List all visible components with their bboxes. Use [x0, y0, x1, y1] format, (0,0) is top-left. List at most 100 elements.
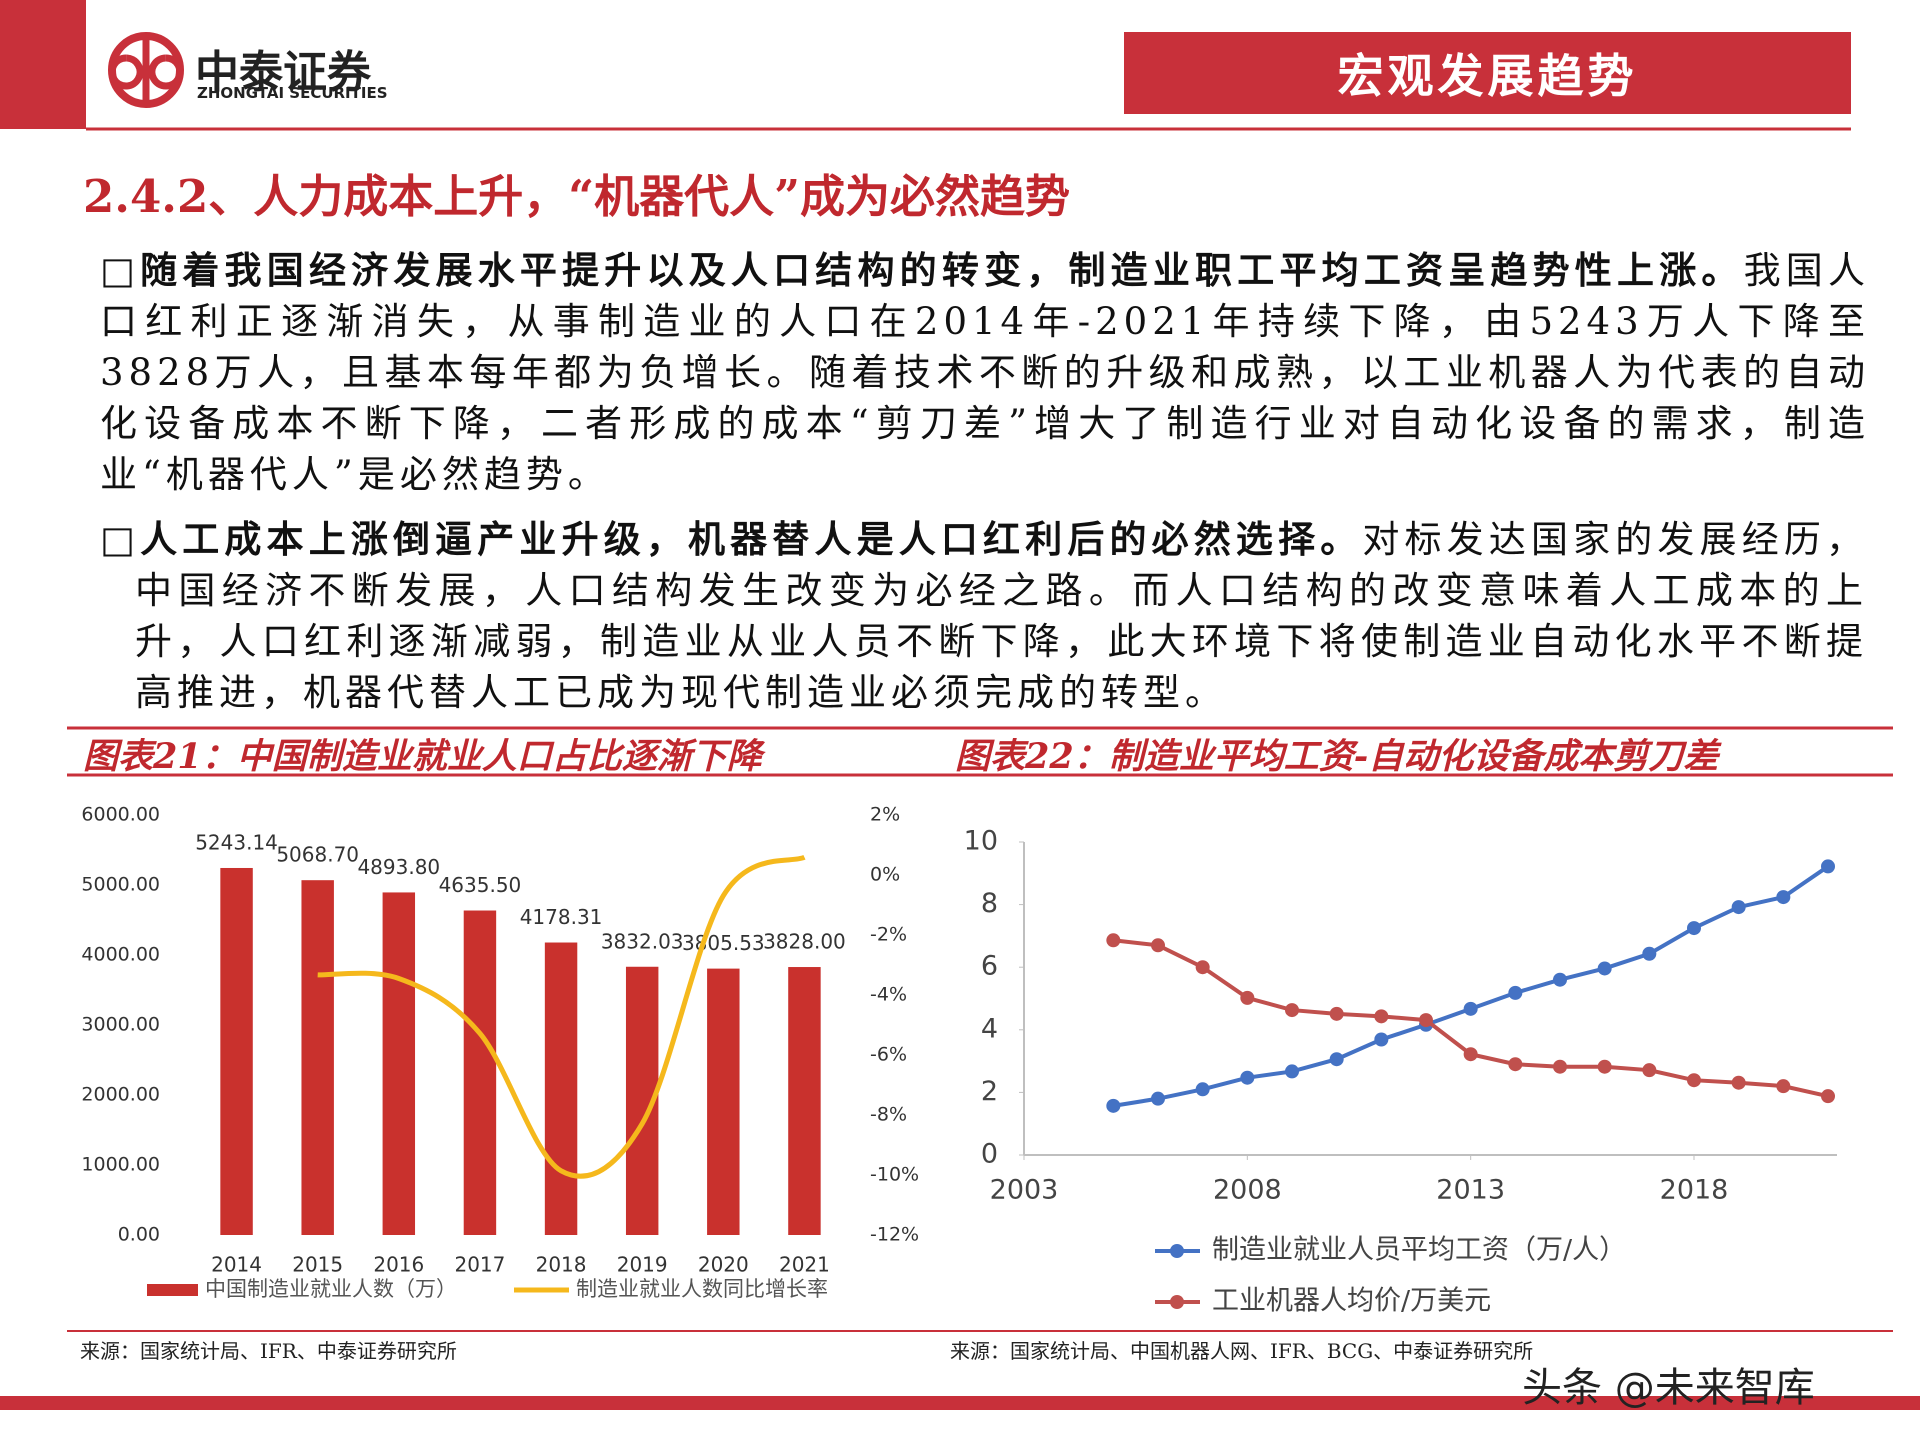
- point: [1329, 1006, 1344, 1021]
- value-label: 5068.70: [276, 843, 359, 867]
- figure-title: 图表21：中国制造业就业人口占比逐渐下降: [83, 736, 762, 777]
- point: [1687, 1073, 1701, 1088]
- point: [1553, 972, 1567, 987]
- point: [1240, 1070, 1255, 1085]
- legend-label: 中国制造业就业人数（万）: [205, 1277, 457, 1301]
- value-label: 5243.14: [195, 830, 278, 854]
- point: [1106, 1098, 1121, 1113]
- y-tick-label: 6: [981, 951, 998, 982]
- y2-tick-label: 0%: [870, 864, 900, 886]
- y-tick-label: 10: [964, 826, 998, 857]
- point: [1731, 1075, 1746, 1090]
- legend-label: 制造业就业人员平均工资（万/人）: [1212, 1235, 1626, 1266]
- point: [1821, 1089, 1835, 1104]
- point: [1285, 1003, 1299, 1018]
- y2-tick-label: 2%: [870, 804, 900, 826]
- x-tick-label: 2018: [1660, 1175, 1729, 1206]
- bar: [463, 910, 497, 1235]
- legend-label: 工业机器人均价/万美元: [1212, 1286, 1491, 1317]
- value-label: 3828.00: [763, 930, 846, 954]
- point: [1463, 1047, 1478, 1062]
- header-bar: [0, 0, 86, 129]
- value-label: 4893.80: [357, 855, 440, 879]
- point: [1553, 1059, 1567, 1074]
- watermark: 头条 @未来智库: [1522, 1365, 1815, 1411]
- y2-tick-label: -10%: [870, 1164, 919, 1186]
- y2-tick-label: -2%: [870, 924, 907, 946]
- point: [1285, 1064, 1299, 1079]
- x-tick-label: 2008: [1213, 1175, 1282, 1206]
- y-tick-label: 0.00: [118, 1224, 160, 1246]
- y-tick-label: 4: [981, 1013, 998, 1044]
- x-tick-label: 2003: [990, 1175, 1059, 1206]
- value-label: 4178.31: [520, 905, 603, 929]
- point: [1374, 1032, 1389, 1047]
- point: [1642, 946, 1657, 961]
- bar: [544, 942, 578, 1235]
- paragraph-lead: □人工成本上涨倒逼产业升级，机器替人是人口红利后的必然选择。: [100, 517, 1363, 561]
- y2-tick-label: -8%: [870, 1104, 907, 1126]
- point: [1642, 1063, 1657, 1078]
- value-label: 4635.50: [439, 873, 522, 897]
- value-label: 3805.53: [682, 931, 765, 955]
- figure-title: 图表22：制造业平均工资-自动化设备成本剪刀差: [955, 736, 1719, 777]
- figure-source: 来源：国家统计局、IFR、中泰证券研究所: [80, 1339, 457, 1363]
- series-line: [1113, 864, 1830, 1108]
- paragraph-text: 我国人口红利正逐渐消失，从事制造业的人口在2014年-2021年持续下降，由52…: [100, 249, 1871, 496]
- point: [1195, 1082, 1210, 1097]
- banner-text: 宏观发展趋势: [1337, 49, 1638, 103]
- bar: [220, 867, 253, 1235]
- point: [1821, 859, 1835, 874]
- paragraph: □人工成本上涨倒逼产业升级，机器替人是人口红利后的必然选择。对标发达国家的发展经…: [100, 514, 1868, 718]
- footer-bar: [0, 1396, 1920, 1410]
- growth-line: [317, 854, 806, 1179]
- point: [1508, 985, 1523, 1000]
- legend-label: 制造业就业人数同比增长率: [576, 1277, 828, 1301]
- y-tick-label: 1000.00: [81, 1154, 160, 1176]
- point: [1151, 1091, 1165, 1106]
- x-tick-label: 2015: [292, 1253, 343, 1277]
- point: [1419, 1013, 1433, 1028]
- x-tick-label: 2013: [1436, 1175, 1505, 1206]
- x-tick-label: 2016: [373, 1253, 424, 1277]
- paragraph-lead: □随着我国经济发展水平提升以及人口结构的转变，制造业职工平均工资呈趋势性上涨。: [100, 248, 1744, 292]
- point: [1508, 1057, 1523, 1072]
- bar: [301, 880, 334, 1235]
- y-tick-label: 3000.00: [81, 1014, 160, 1036]
- point: [1597, 961, 1612, 976]
- point: [1195, 960, 1210, 975]
- x-tick-label: 2019: [617, 1253, 668, 1277]
- logo-mark: [108, 40, 184, 100]
- value-label: 3832.03: [601, 929, 684, 953]
- paragraph-text: 对标发达国家的发展经历，中国经济不断发展，人口结构发生改变为必经之路。而人口结构…: [135, 518, 1868, 714]
- banner: [1124, 32, 1851, 114]
- y-tick-label: 2000.00: [81, 1084, 160, 1106]
- x-tick-label: 2017: [454, 1253, 505, 1277]
- bar: [382, 892, 416, 1235]
- y2-tick-label: -4%: [870, 984, 907, 1006]
- point: [1329, 1052, 1344, 1067]
- y-tick-label: 2: [981, 1076, 998, 1107]
- paragraph: □随着我国经济发展水平提升以及人口结构的转变，制造业职工平均工资呈趋势性上涨。我…: [100, 245, 1870, 500]
- point: [1731, 900, 1746, 915]
- x-tick-label: 2020: [698, 1253, 749, 1277]
- legend-marker: [1170, 1244, 1184, 1258]
- y-tick-label: 4000.00: [81, 944, 160, 966]
- y-tick-label: 6000.00: [81, 804, 160, 826]
- point: [1776, 890, 1791, 905]
- y2-tick-label: -12%: [870, 1224, 919, 1246]
- y-tick-label: 5000.00: [81, 874, 160, 896]
- logo-text: 中泰证券: [195, 47, 371, 98]
- x-tick-label: 2018: [536, 1253, 587, 1277]
- figure-source: 来源：国家统计局、中国机器人网、IFR、BCG、中泰证券研究所: [950, 1339, 1534, 1363]
- section-title: 2.4.2、人力成本上升，“机器代人”成为必然趋势: [83, 170, 1071, 223]
- logo-subtext: ZHONGTAI SECURITIES: [197, 84, 388, 102]
- y-tick-label: 8: [981, 888, 998, 919]
- legend-marker: [1170, 1295, 1184, 1309]
- x-tick-label: 2021: [779, 1253, 830, 1277]
- x-tick-label: 2014: [211, 1253, 262, 1277]
- point: [1151, 938, 1165, 953]
- point: [1687, 921, 1701, 936]
